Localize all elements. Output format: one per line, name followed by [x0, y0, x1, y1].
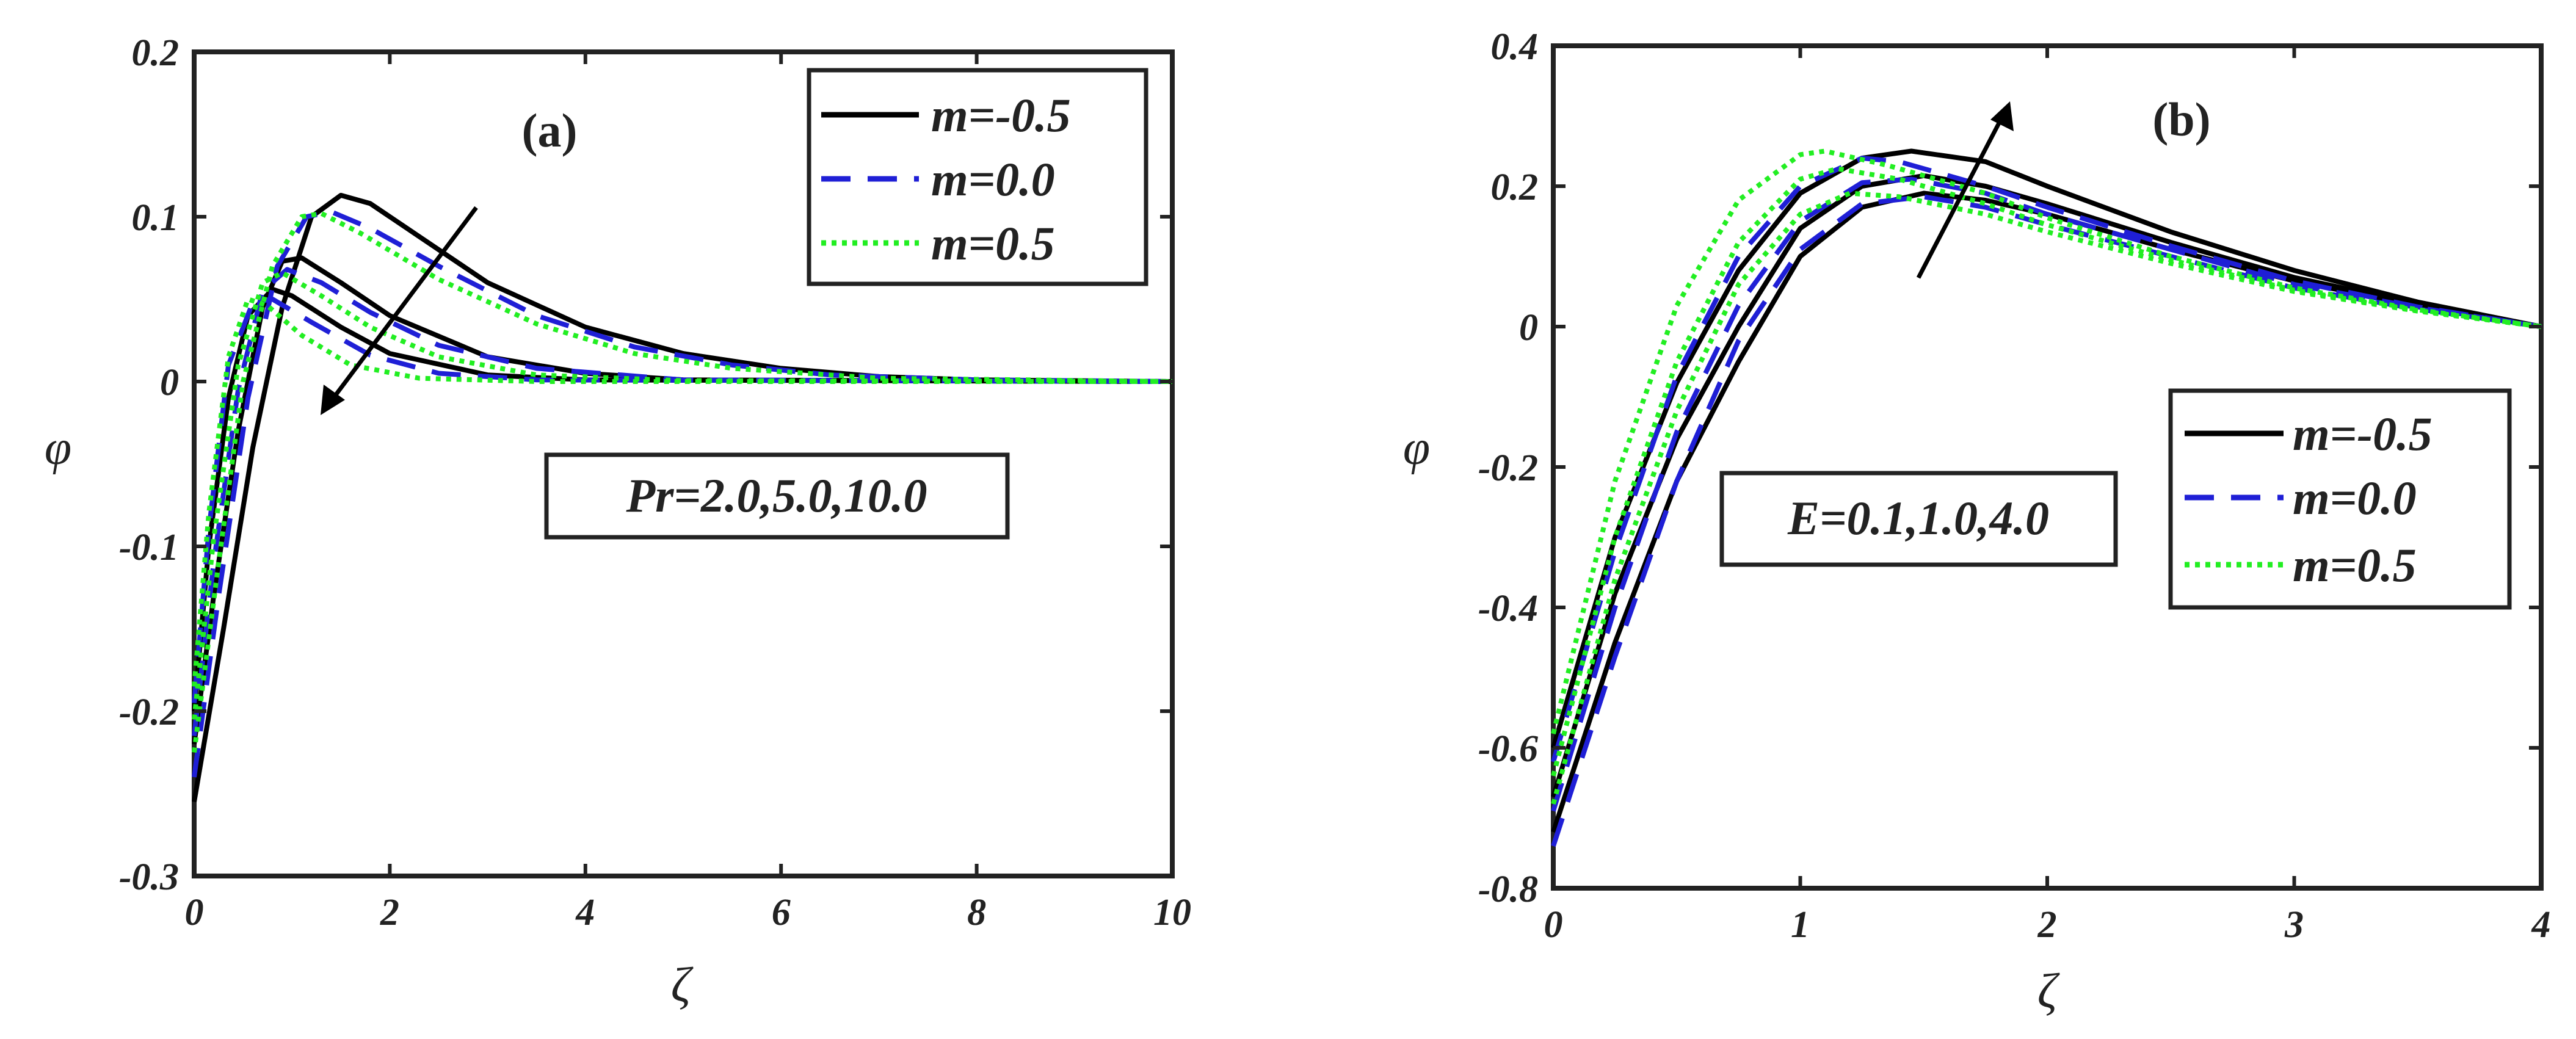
- y-tick-label: 0.2: [132, 32, 180, 74]
- y-axis-label-b: φ: [1403, 421, 1430, 475]
- legend-label-a-2: m=0.5: [931, 217, 1055, 270]
- legend-label-a-1: m=0.0: [931, 153, 1055, 206]
- series-line-0-3: [192, 209, 1173, 778]
- y-tick-label: 0: [1519, 307, 1538, 349]
- x-tick-label: 4: [2531, 904, 2551, 946]
- y-tick-label: 0.2: [1491, 167, 1539, 208]
- x-tick-label: 4: [575, 892, 595, 933]
- series-line-1-7: [1551, 166, 2542, 777]
- parameter-annotation-a: Pr=2.0,5.0,10.0: [544, 452, 1010, 540]
- x-tick-label: 10: [1153, 892, 1191, 933]
- y-tick-label: 0.1: [132, 197, 180, 239]
- y-tick-label: -0.8: [1478, 869, 1538, 910]
- x-tick-label: 1: [1791, 904, 1810, 946]
- x-axis-label-a: ζ: [671, 958, 694, 1012]
- panel-b: 0 1 2 3 4 -0.8 -0.6 -0.4 -0.2 0 0.2 0.4 (b) E=0.1,1…: [1403, 26, 2551, 1018]
- legend-label-b-1: m=0.0: [2293, 471, 2417, 524]
- x-axis-label-b: ζ: [2037, 965, 2060, 1018]
- legend-label-b-2: m=0.5: [2293, 538, 2417, 592]
- y-tick-label: -0.6: [1478, 728, 1538, 770]
- ticks-a: 0 2 4 6 8 10 -0.3 -0.2 -0.1 0 0.1 0.2: [119, 32, 1191, 933]
- y-tick-label: -0.4: [1478, 588, 1538, 629]
- y-axis-label-a: φ: [45, 421, 71, 475]
- parameter-annotation-text-b: E=0.1,1.0,4.0: [1787, 491, 2049, 545]
- legend-label-a-0: m=-0.5: [931, 89, 1071, 142]
- legend-item-a-2: m=0.5: [821, 217, 1055, 270]
- series-line-0-7: [192, 270, 1173, 720]
- x-tick-label: 0: [1544, 904, 1563, 946]
- trend-arrow-b: [1916, 101, 2014, 279]
- panel-label-a: (a): [522, 104, 578, 157]
- x-tick-label: 3: [2284, 904, 2304, 946]
- series-line-0-0: [192, 192, 1173, 803]
- series-line-0-1: [192, 255, 1173, 745]
- legend-item-b-1: m=0.0: [2185, 471, 2417, 524]
- y-tick-label: 0.4: [1491, 26, 1539, 68]
- trend-arrow-a: [321, 206, 478, 415]
- series-line-0-2: [192, 286, 1173, 712]
- series-line-0-4: [192, 267, 1173, 736]
- x-tick-label: 2: [380, 892, 399, 933]
- legend-item-b-0: m=-0.5: [2185, 407, 2433, 460]
- series-line-1-4: [1551, 176, 2542, 812]
- panel-label-b: (b): [2152, 93, 2210, 146]
- series-line-0-8: [192, 297, 1172, 687]
- y-tick-label: -0.2: [1478, 447, 1538, 489]
- parameter-annotation-text-a: Pr=2.0,5.0,10.0: [626, 469, 927, 522]
- legend-item-b-2: m=0.5: [2185, 538, 2417, 592]
- y-tick-label: -0.1: [119, 527, 179, 568]
- x-tick-label: 2: [2037, 904, 2057, 946]
- x-tick-label: 8: [967, 892, 986, 933]
- y-tick-label: -0.3: [119, 856, 179, 898]
- legend-b: m=-0.5 m=0.0 m=0.5: [2168, 388, 2512, 610]
- curves-b: [1551, 148, 2542, 847]
- panel-a: 0 2 4 6 8 10 -0.3 -0.2 -0.1 0 0.1 0.2 (a) Pr=2.0,5.…: [45, 32, 1191, 1012]
- x-tick-label: 0: [185, 892, 204, 933]
- y-tick-label: 0: [160, 362, 179, 404]
- parameter-annotation-b: E=0.1,1.0,4.0: [1719, 471, 2118, 567]
- legend-a: m=-0.5 m=0.0 m=0.5: [807, 68, 1148, 286]
- y-tick-label: -0.2: [119, 692, 179, 733]
- legend-item-a-1: m=0.0: [821, 153, 1055, 206]
- series-line-0-6: [192, 211, 1173, 753]
- curves-a: [192, 192, 1173, 803]
- legend-label-b-0: m=-0.5: [2293, 407, 2433, 460]
- legend-item-a-0: m=-0.5: [821, 89, 1071, 142]
- x-tick-label: 6: [772, 892, 791, 933]
- ticks-b: 0 1 2 3 4 -0.8 -0.6 -0.4 -0.2 0 0.2 0.4: [1478, 26, 2551, 946]
